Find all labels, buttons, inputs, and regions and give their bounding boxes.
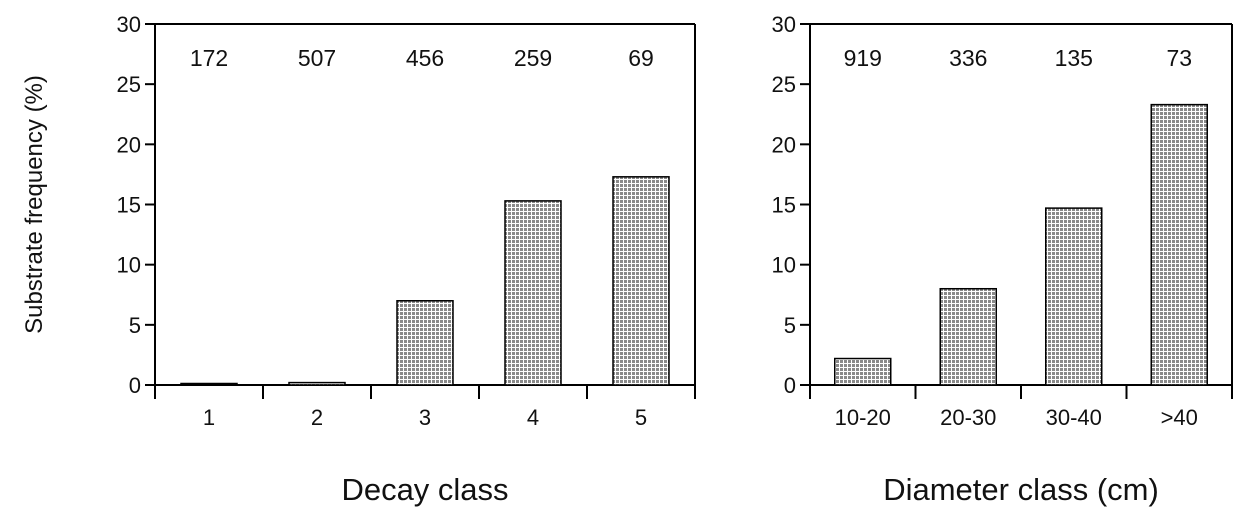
decay-y-tick-label: 20 xyxy=(117,132,141,157)
diameter-bar xyxy=(1045,207,1103,386)
diameter-y-tick-label: 20 xyxy=(772,132,796,157)
diameter-sample-count: 73 xyxy=(1166,45,1192,71)
diameter-bar xyxy=(1150,103,1208,386)
decay-bar xyxy=(396,300,454,386)
decay-sample-count: 172 xyxy=(190,45,228,71)
diameter-y-tick-label: 30 xyxy=(772,12,796,37)
diameter-sample-count: 135 xyxy=(1055,45,1093,71)
decay-bar xyxy=(288,381,346,386)
decay-sample-count: 69 xyxy=(628,45,654,71)
decay-sample-count: 259 xyxy=(514,45,552,71)
decay-y-tick-label: 0 xyxy=(129,373,141,398)
diameter-x-tick-label: 30-40 xyxy=(1046,405,1102,430)
decay-y-tick-label: 10 xyxy=(117,253,141,278)
diameter-bar xyxy=(834,357,892,386)
decay-bar xyxy=(504,200,562,386)
diameter-class-chart: 0 5 10 15 20 25 30 10-20 919 20-30 336 30-40 135 >40 7… xyxy=(772,12,1233,507)
decay-x-tick-label: 2 xyxy=(311,405,323,430)
decay-sample-count: 456 xyxy=(406,45,444,71)
decay-class-chart: 0 5 10 15 20 25 30 1 172 2 507 3 456 4 259 5 69 Decay cla… xyxy=(21,12,696,507)
diameter-y-tick-label: 10 xyxy=(772,253,796,278)
diameter-y-tick-label: 5 xyxy=(784,313,796,338)
decay-x-axis-title: Decay class xyxy=(341,472,508,507)
diameter-bar xyxy=(939,287,997,386)
diameter-x-tick-label: 20-30 xyxy=(940,405,996,430)
diameter-sample-count: 336 xyxy=(949,45,987,71)
decay-y-tick-label: 30 xyxy=(117,12,141,37)
decay-x-tick-label: 4 xyxy=(527,405,539,430)
decay-bar xyxy=(612,176,670,386)
diameter-sample-count: 919 xyxy=(844,45,882,71)
diameter-x-tick-label: >40 xyxy=(1161,405,1198,430)
diameter-y-tick-label: 25 xyxy=(772,72,796,97)
diameter-x-tick-label: 10-20 xyxy=(835,405,891,430)
diameter-y-tick-label: 0 xyxy=(784,373,796,398)
y-axis-title: Substrate frequency (%) xyxy=(21,75,48,334)
decay-x-tick-label: 1 xyxy=(203,405,215,430)
diameter-y-tick-label: 15 xyxy=(772,193,796,218)
decay-y-tick-label: 25 xyxy=(117,72,141,97)
decay-y-tick-label: 15 xyxy=(117,193,141,218)
diameter-x-axis-title: Diameter class (cm) xyxy=(883,472,1159,507)
decay-x-tick-label: 5 xyxy=(635,405,647,430)
decay-sample-count: 507 xyxy=(298,45,336,71)
decay-x-tick-label: 3 xyxy=(419,405,431,430)
decay-bar xyxy=(180,382,238,386)
decay-y-tick-label: 5 xyxy=(129,313,141,338)
